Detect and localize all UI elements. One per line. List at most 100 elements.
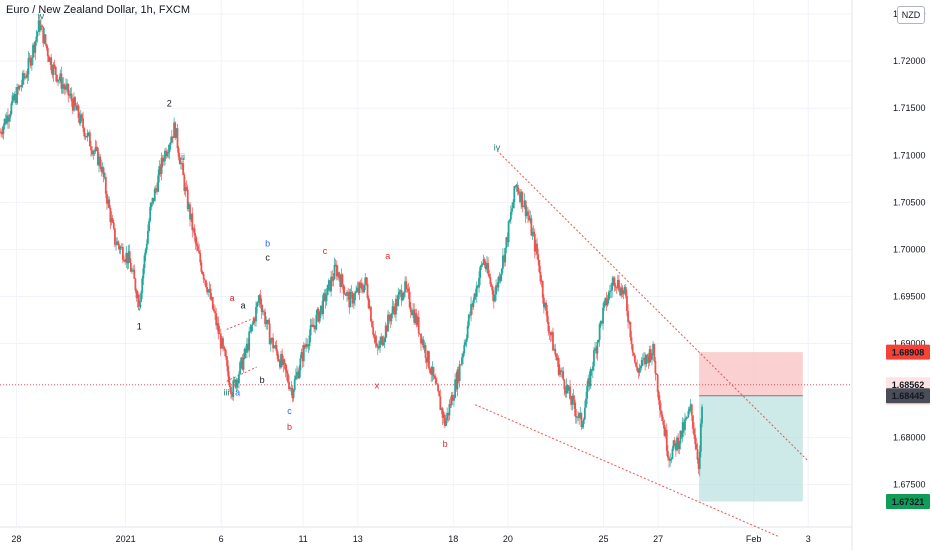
candle-body [321,305,323,315]
candle-body [404,281,406,293]
candle-body [426,351,429,363]
candle-body [315,314,318,330]
candle-body [13,93,16,101]
candle-body [99,156,102,167]
candle-body [248,331,251,351]
candle-body [218,333,221,335]
candle-body [236,379,239,384]
candle-body [20,84,23,87]
candle-body [462,353,464,358]
candle-body [445,420,447,426]
candle-body [32,44,34,58]
candle-body [143,255,146,269]
candle-body [521,191,524,207]
candle-body [541,281,544,298]
candle-body [124,261,127,263]
candle-body [181,163,183,164]
candle-body [555,354,558,361]
candle-body [74,97,76,106]
candle-body [446,412,449,421]
candle-body [532,231,535,234]
candle-body [678,443,681,450]
candle-body [681,422,684,438]
candle-body [104,176,107,194]
candle-body [296,371,298,376]
candle-body [101,167,104,172]
candle-body [684,419,686,431]
candle-body [307,345,310,347]
candle-body [655,373,658,375]
candle-body [459,364,462,366]
candle-body [382,342,385,346]
candle-body [400,290,403,301]
candle-body [88,132,91,147]
wave-connector [226,316,257,330]
candle-body [639,366,642,369]
wave-label: a [385,251,390,261]
candle-body [267,320,270,324]
wave-label: a [241,301,246,311]
candle-body [388,314,391,320]
candle-body [694,435,697,445]
candle-body [588,378,591,387]
candle-body [565,385,568,394]
candle-body [469,314,471,316]
candle-body [338,272,340,279]
candle-body [621,287,624,294]
candle-body [168,144,171,152]
candle-body [224,349,227,357]
candle-body [81,114,83,119]
candle-body [87,132,90,134]
candle-body [195,243,198,246]
candle-body [329,280,331,292]
candle-body [313,325,315,328]
currency-button[interactable]: NZD [897,6,925,24]
chart-title: Euro / New Zealand Dollar, 1h, FXCM [6,4,191,16]
candle-body [420,333,422,344]
candle-body [413,309,416,323]
candle-body [599,320,602,325]
candle-body [653,344,656,361]
candle-body [366,283,369,299]
candle-body [94,146,97,152]
x-tick-label: 27 [653,534,663,544]
candle-body [180,163,182,165]
candle-body [319,305,322,312]
candle-body [219,333,222,349]
candle-body [619,290,622,296]
candle-body [542,297,545,308]
wave-label: ii [181,152,185,162]
candle-body [206,287,208,293]
candle-body [271,337,273,341]
stop-price-tag: 1.68908 [892,348,925,358]
wave-label: b [260,375,265,385]
candle-body [441,408,444,418]
candle-body [484,265,487,270]
candle-body [610,290,612,292]
candle-body [37,20,40,32]
candle-body [496,285,499,288]
candle-body [602,307,604,324]
candle-body [309,325,312,336]
candle-body [454,379,457,398]
candle-body [465,338,468,343]
candle-body [503,255,505,263]
candle-body [298,370,301,379]
candle-body [549,332,552,336]
candle-body [19,85,22,87]
candle-body [397,294,400,306]
wave-label: x [375,381,380,391]
candle-body [269,340,272,345]
candle-body [152,197,155,202]
candle-body [562,371,565,380]
candle-body [282,359,285,366]
candle-body [425,357,428,363]
y-tick-label: 1.71000 [893,150,926,160]
candle-body [33,44,36,53]
candle-body [273,347,276,349]
candle-body [260,304,263,313]
candle-body [547,321,550,332]
candle-body [261,311,264,313]
candle-body [12,95,15,101]
